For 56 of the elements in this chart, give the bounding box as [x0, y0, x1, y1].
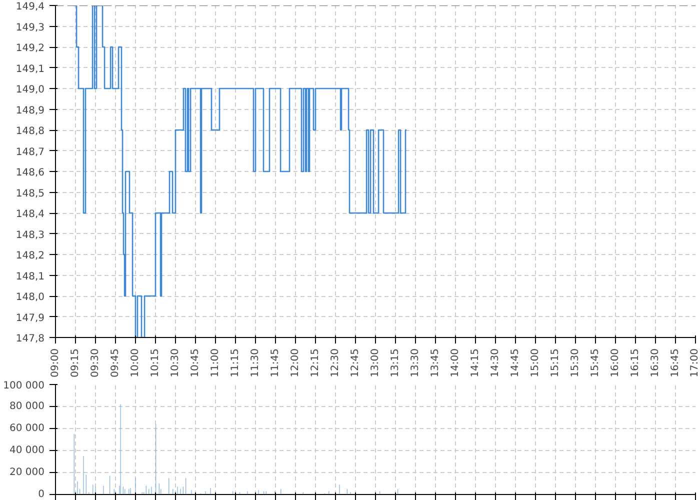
y-tick-label: 148,6 [16, 168, 45, 178]
y-tick-label: 149,0 [16, 84, 45, 96]
x-tick-label: 14:30 [490, 348, 501, 378]
x-tick-label: 16:00 [610, 348, 621, 378]
x-tick-label: 09:45 [110, 348, 121, 378]
y-tick-label: 148,1 [16, 271, 45, 282]
x-tick-label: 09:15 [70, 348, 81, 378]
x-tick-label: 11:30 [250, 348, 261, 378]
x-tick-label: 14:15 [470, 348, 481, 378]
y-tick-label: 147,8 [16, 334, 45, 344]
x-tick-label: 12:15 [310, 348, 321, 378]
x-tick-label: 13:45 [430, 348, 441, 378]
x-tick-label: 10:15 [150, 348, 161, 378]
x-tick-label: 11:15 [230, 348, 241, 378]
x-tick-label: 15:15 [550, 348, 561, 378]
y-tick-label: 149,1 [16, 64, 45, 75]
x-tick-label: 11:45 [270, 348, 281, 378]
x-tick-label: 09:00 [50, 348, 61, 378]
y-tick-label: 148,5 [16, 188, 45, 200]
y-tick-label: 60 000 [10, 423, 45, 434]
x-tick-label: 17:00 [690, 348, 700, 378]
x-tick-label: 13:15 [390, 348, 401, 378]
x-tick-label: 12:30 [330, 348, 341, 378]
x-tick-label: 10:30 [170, 348, 181, 378]
x-tick-label: 14:00 [450, 348, 461, 378]
y-tick-label: 148,4 [16, 209, 45, 220]
x-tick-label: 16:30 [650, 348, 661, 378]
y-tick-label: 40 000 [10, 445, 45, 456]
y-tick-label: 149,3 [16, 22, 45, 34]
x-tick-label: 14:45 [510, 348, 521, 378]
x-tick-label: 10:45 [190, 348, 201, 378]
y-tick-label: 148,3 [16, 230, 45, 241]
x-tick-label: 13:00 [370, 348, 381, 378]
y-tick-label: 0 [38, 489, 45, 500]
x-tick-label: 10:00 [130, 348, 141, 378]
x-tick-label: 16:15 [630, 348, 641, 378]
x-tick-label: 15:00 [530, 348, 541, 378]
x-tick-label: 09:30 [90, 348, 101, 378]
x-tick-label: 11:00 [210, 348, 221, 378]
x-tick-label: 16:45 [670, 348, 681, 378]
y-tick-label: 148,0 [16, 292, 45, 303]
y-tick-label: 148,7 [16, 146, 45, 158]
x-tick-label: 12:00 [290, 348, 301, 378]
y-tick-label: 149,4 [16, 2, 45, 12]
x-tick-label: 13:30 [410, 348, 421, 378]
x-tick-label: 15:30 [570, 348, 581, 378]
y-tick-label: 149,2 [16, 43, 45, 54]
y-tick-label: 148,8 [16, 126, 45, 137]
y-tick-label: 20 000 [10, 467, 45, 478]
x-tick-label: 15:45 [590, 348, 601, 378]
x-tick-label: 12:45 [350, 348, 361, 378]
y-tick-label: 148,2 [16, 250, 45, 262]
y-tick-label: 100 000 [3, 380, 45, 392]
y-tick-label: 80 000 [10, 401, 45, 412]
y-tick-label: 147,9 [16, 312, 45, 324]
y-tick-label: 148,9 [16, 105, 45, 116]
